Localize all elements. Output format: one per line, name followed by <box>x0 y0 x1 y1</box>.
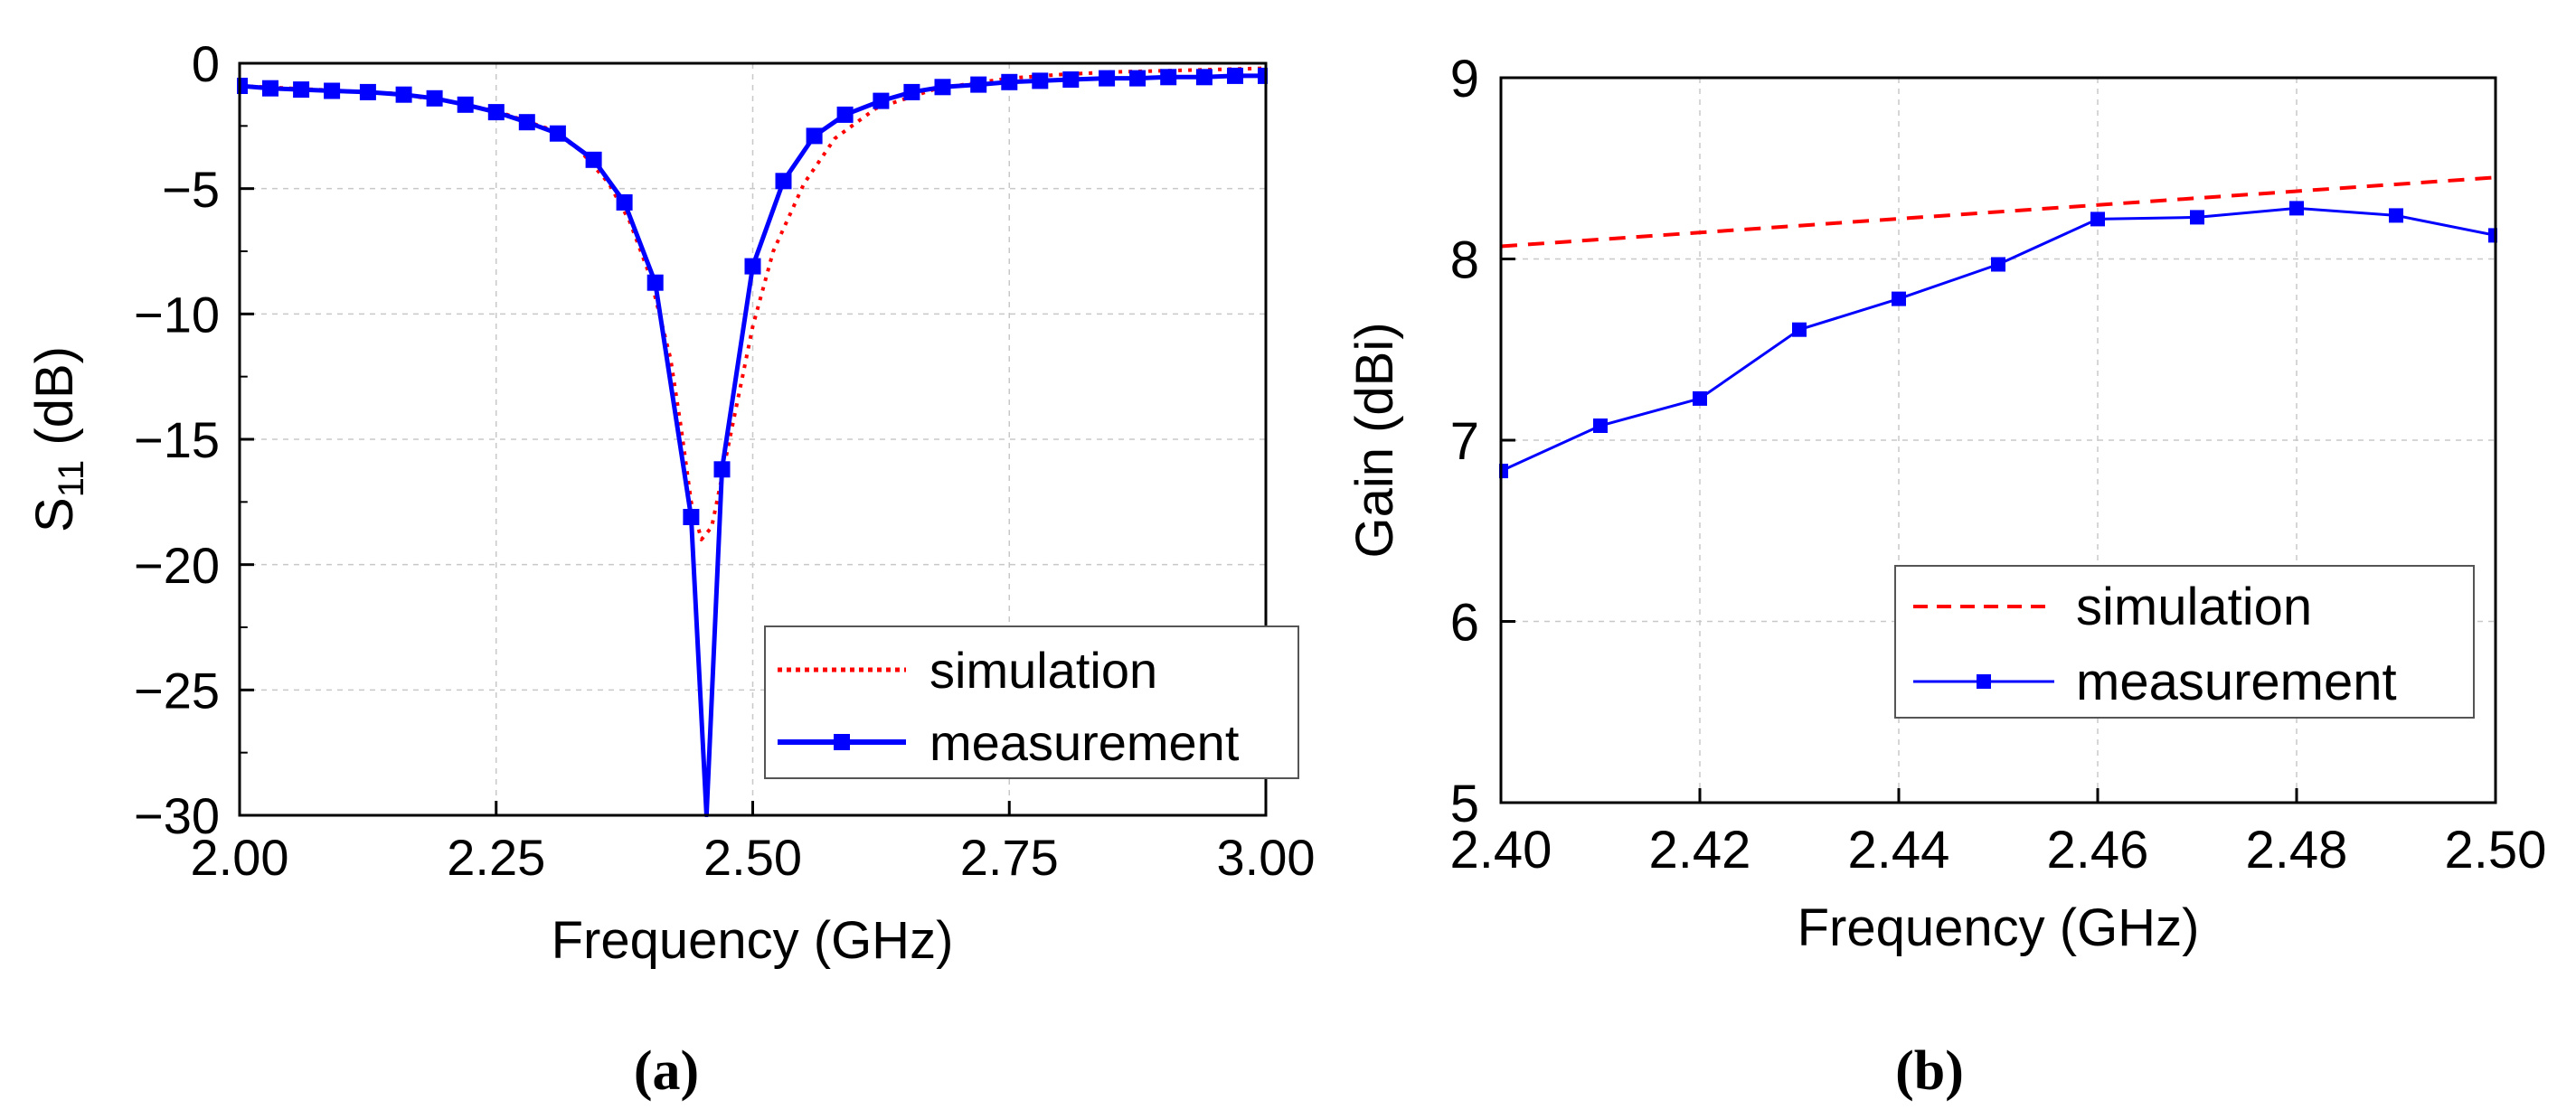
chart-a-series-measurement-point-17 <box>775 173 792 190</box>
chart-a-series-measurement-point-19 <box>836 106 854 123</box>
chart-a-series-measurement-point-3 <box>324 82 341 99</box>
chart-b-series-measurement-point-0 <box>1499 464 1508 479</box>
chart-b-xtick-label-3: 2.46 <box>2047 821 2149 879</box>
chart-b-plot <box>1499 175 2497 479</box>
chart-a-series-measurement-point-11 <box>585 151 602 168</box>
chart-a-axes: 2.00 2.25 2.50 2.75 3.00 0 −5 −10 −15 −20 −25 −30 <box>134 35 1316 886</box>
chart-b-series-simulation-line <box>1500 175 2496 249</box>
chart-b-ytick-label-3: 8 <box>1450 230 1479 289</box>
chart-a-ytick-label-3: −15 <box>134 411 220 468</box>
chart-a-series-measurement-point-13 <box>646 274 664 291</box>
chart-a-series-measurement-point-28 <box>1129 70 1146 87</box>
chart-a-legend: simulation measurement <box>764 625 1299 779</box>
chart-b-axes: 2.40 2.42 2.44 2.46 2.48 2.50 5 6 7 8 9 <box>1450 50 2547 879</box>
chart-b-series-measurement-point-6 <box>2090 212 2105 227</box>
chart-a-series-measurement-point-18 <box>806 127 823 145</box>
chart-b-series-measurement-point-8 <box>2289 201 2304 216</box>
chart-a-xlabel: Frequency (GHz) <box>552 911 954 970</box>
chart-a-ytick-label-4: −20 <box>134 537 220 594</box>
chart-b-legend-meas-label: measurement <box>2076 653 2397 711</box>
chart-a-series-measurement-point-8 <box>487 104 505 121</box>
chart-a-series-measurement-point-4 <box>359 83 376 100</box>
chart-a-xtick-label-4: 3.00 <box>1217 829 1316 886</box>
chart-b-panel-label: (b) <box>1895 1040 1964 1102</box>
chart-b-xtick-label-5: 2.50 <box>2445 821 2547 879</box>
chart-a-series-measurement-point-21 <box>903 83 920 100</box>
chart-a-series-measurement-line <box>237 73 1268 817</box>
chart-a-ylabel-main: S <box>25 497 84 532</box>
chart-b-ytick-label-2: 7 <box>1450 412 1479 471</box>
chart-a-xtick-label-1: 2.25 <box>447 829 545 886</box>
chart-a-series-measurement-point-30 <box>1195 69 1213 86</box>
chart-a-xtick-label-3: 2.75 <box>960 829 1059 886</box>
chart-b-ylabel-main: Gain (dBi) <box>1345 322 1404 558</box>
chart-b-xlabel: Frequency (GHz) <box>1798 898 2200 957</box>
chart-a-ytick-label-6: −30 <box>134 787 220 844</box>
chart-b-series-measurement-point-1 <box>1593 418 1608 433</box>
chart-a-series-measurement-point-27 <box>1099 70 1116 87</box>
chart-b-series-measurement-point-9 <box>2389 208 2403 223</box>
chart-a-legend-meas-marker <box>834 734 850 750</box>
chart-b-series-measurement-point-10 <box>2488 228 2497 243</box>
chart-a-xtick-label-0: 2.00 <box>191 829 289 886</box>
chart-a-series-measurement-point-16 <box>744 258 761 275</box>
chart-a-series-measurement-point-14 <box>683 509 700 525</box>
chart-a-ytick-label-2: −10 <box>134 286 220 343</box>
chart-a-series-measurement-point-29 <box>1160 69 1177 86</box>
chart-a-series-measurement-point-31 <box>1227 67 1243 84</box>
chart-a-series-measurement-point-2 <box>293 81 310 99</box>
chart-a-ytick-label-5: −25 <box>134 662 220 719</box>
chart-a-xtick-label-2: 2.50 <box>703 829 802 886</box>
chart-a-series-measurement-point-23 <box>970 76 987 93</box>
chart-a-panel-label: (a) <box>634 1040 699 1102</box>
chart-a-series-measurement-point-1 <box>262 80 278 97</box>
chart-b: 2.40 2.42 2.44 2.46 2.48 2.50 5 6 7 8 9 Frequency … <box>1345 50 2546 1102</box>
chart-b-legend-meas-marker <box>1977 674 1991 689</box>
chart-b-ytick-label-4: 9 <box>1450 50 1479 108</box>
chart-a-ylabel: S11 (dB) <box>25 346 91 532</box>
chart-a-ylabel-sub: 11 <box>52 460 91 498</box>
chart-b-series-measurement-point-3 <box>1792 322 1807 337</box>
chart-a-ytick-label-1: −5 <box>162 161 220 218</box>
chart-a-series-measurement-point-5 <box>395 86 412 103</box>
chart-b-series-measurement-point-7 <box>2190 210 2204 225</box>
chart-a-series-measurement-point-12 <box>616 193 633 211</box>
chart-b-xtick-label-2: 2.44 <box>1848 821 1950 879</box>
chart-a-series-measurement-point-6 <box>426 89 443 107</box>
chart-b-series-measurement-line <box>1499 206 2497 473</box>
chart-a-series-measurement-point-24 <box>1001 73 1018 90</box>
chart-b-ylabel: Gain (dBi) <box>1345 322 1404 558</box>
chart-b-legend-box <box>1894 565 2475 719</box>
chart-b-xtick-label-1: 2.42 <box>1649 821 1751 879</box>
chart-b-series-measurement-point-2 <box>1693 390 1707 406</box>
chart-a: 2.00 2.25 2.50 2.75 3.00 0 −5 −10 −15 −20 −25 −30 F… <box>25 35 1316 1102</box>
chart-a-series-measurement-point-7 <box>457 96 474 113</box>
chart-b-xtick-label-4: 2.48 <box>2246 821 2348 879</box>
chart-b-legend-sim-label: simulation <box>2076 578 2312 636</box>
chart-b-legend: simulation measurement <box>1894 565 2475 719</box>
chart-b-ytick-label-1: 6 <box>1450 593 1479 652</box>
chart-b-xtick-label-0: 2.40 <box>1450 821 1552 879</box>
chart-a-series-measurement-point-26 <box>1062 71 1080 88</box>
chart-a-ytick-label-0: 0 <box>192 35 220 92</box>
chart-a-series-measurement-point-20 <box>873 92 890 109</box>
chart-b-ytick-label-0: 5 <box>1450 775 1479 833</box>
chart-a-series-measurement-point-25 <box>1032 72 1049 89</box>
chart-a-series-measurement-point-32 <box>1258 67 1268 84</box>
chart-a-series-measurement-point-10 <box>549 125 566 142</box>
chart-a-series-measurement-point-9 <box>518 114 535 131</box>
chart-a-legend-box <box>764 625 1299 779</box>
chart-a-legend-sim-label: simulation <box>929 642 1157 699</box>
chart-a-series-measurement-point-15 <box>713 461 731 478</box>
chart-a-series-measurement-point-22 <box>934 79 951 96</box>
chart-a-plot <box>237 66 1268 817</box>
chart-a-legend-meas-label: measurement <box>929 714 1240 771</box>
chart-b-series-measurement-point-4 <box>1892 291 1906 306</box>
chart-b-series-measurement-point-5 <box>1991 257 2005 272</box>
chart-a-ylabel-unit: (dB) <box>25 346 84 460</box>
